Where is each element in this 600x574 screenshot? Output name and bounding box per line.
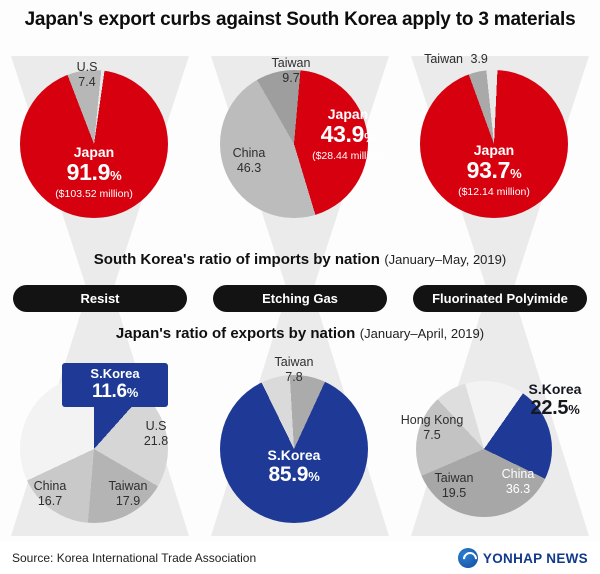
- exports-chart-row: S.Korea 11.6% U.S 21.8 Taiwan 17.9 China…: [0, 351, 600, 543]
- label-china: China 16.7: [33, 479, 67, 508]
- label-japan-highlight: Japan 91.9% ($103.52 million): [20, 144, 168, 200]
- pie-etching-gas-exports: [220, 375, 368, 523]
- pie-fluorinated-polyimide-imports: [420, 70, 568, 218]
- amount-label: ($28.44 million): [312, 149, 384, 162]
- chart-fluorinated-polyimide-imports: Taiwan 3.9 Japan 93.7% ($12.14 million): [400, 44, 600, 252]
- material-pills: Resist Etching Gas Fluorinated Polyimide: [0, 285, 600, 312]
- label-taiwan: Taiwan 19.5: [434, 471, 474, 500]
- pill-fluorinated-polyimide: Fluorinated Polyimide: [413, 285, 587, 312]
- percent-symbol: %: [308, 469, 320, 484]
- percent-symbol: %: [364, 130, 376, 145]
- chart-etching-gas-imports: Taiwan 9.7 China 46.3 Japan 43.9% ($28.4…: [200, 44, 400, 252]
- label-hong-kong: Hong Kong 7.5: [400, 413, 464, 442]
- source-text: Source: Korea International Trade Associ…: [12, 551, 257, 565]
- yonhap-logo: YONHAP NEWS: [457, 548, 588, 568]
- label-us: U.S 21.8: [143, 419, 169, 448]
- label-china: China 36.3: [501, 467, 535, 496]
- label-japan-highlight: Japan 93.7% ($12.14 million): [420, 142, 568, 198]
- yonhap-logo-text: YONHAP NEWS: [482, 550, 588, 566]
- imports-caption: South Korea's ratio of imports by nation…: [0, 251, 600, 269]
- label-taiwan: Taiwan 7.8: [274, 355, 314, 384]
- imports-caption-text: South Korea's ratio of imports by nation: [93, 251, 380, 268]
- label-skorea-highlight: S.Korea 85.9%: [267, 447, 321, 486]
- label-taiwan: Taiwan 3.9: [424, 52, 488, 66]
- chart-resist-exports: S.Korea 11.6% U.S 21.8 Taiwan 17.9 China…: [0, 351, 200, 543]
- imports-chart-row: U.S 7.4 Japan 91.9% ($103.52 million) Ta…: [0, 44, 600, 252]
- label-china: China 46.3: [232, 146, 266, 175]
- pill-resist: Resist: [13, 285, 187, 312]
- percent-symbol: %: [126, 385, 139, 400]
- page-title: Japan's export curbs against South Korea…: [24, 9, 576, 30]
- pie-etching-gas-imports: [220, 70, 368, 218]
- label-taiwan: Taiwan 9.7: [271, 56, 311, 85]
- percent-symbol: %: [568, 402, 580, 417]
- amount-label: ($103.52 million): [55, 187, 133, 200]
- exports-caption: Japan's ratio of exports by nation (Janu…: [0, 325, 600, 343]
- label-taiwan: Taiwan 17.9: [108, 479, 148, 508]
- label-us: U.S 7.4: [76, 60, 98, 89]
- label-skorea-highlight: S.Korea 22.5%: [528, 381, 582, 419]
- chart-resist-imports: U.S 7.4 Japan 91.9% ($103.52 million): [0, 44, 200, 252]
- label-japan-highlight: Japan 43.9% ($28.44 million): [298, 106, 398, 162]
- label-skorea-highlight: S.Korea 11.6%: [62, 363, 168, 408]
- exports-caption-period: (January–April, 2019): [359, 326, 485, 341]
- pie-fluorinated-polyimide-exports: [416, 381, 552, 517]
- yonhap-logo-icon: [457, 548, 478, 568]
- chart-fluorinated-polyimide-exports: Hong Kong 7.5 Taiwan 19.5 China 36.3 S.K…: [400, 351, 600, 543]
- percent-symbol: %: [510, 166, 522, 181]
- exports-caption-text: Japan's ratio of exports by nation: [115, 325, 356, 342]
- pie-resist-imports: [20, 70, 168, 218]
- chart-etching-gas-exports: Taiwan 7.8 S.Korea 85.9%: [200, 351, 400, 543]
- footer: Source: Korea International Trade Associ…: [0, 542, 600, 574]
- percent-symbol: %: [110, 168, 122, 183]
- pill-etching-gas: Etching Gas: [213, 285, 387, 312]
- imports-caption-period: (January–May, 2019): [384, 252, 507, 267]
- amount-label: ($12.14 million): [458, 185, 530, 198]
